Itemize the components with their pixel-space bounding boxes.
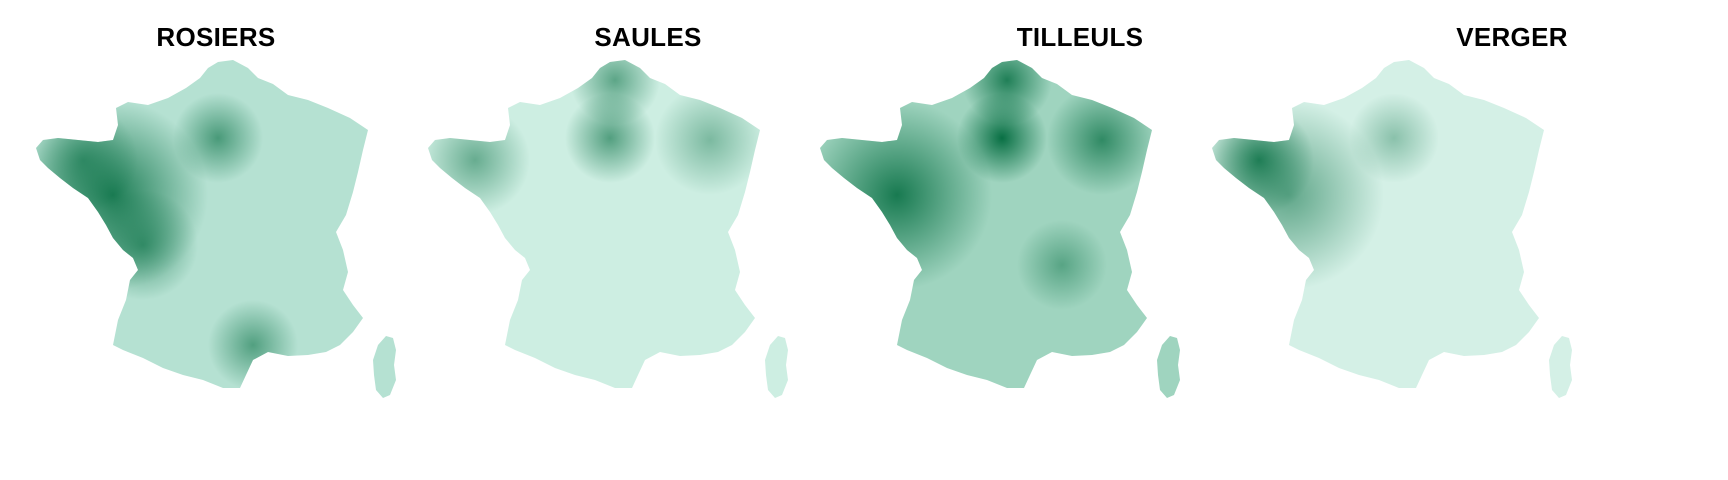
- density-hotspot-northeast: [1047, 85, 1157, 195]
- map-title: TILLEULS: [1016, 22, 1144, 52]
- map-title: SAULES: [594, 22, 702, 52]
- density-hotspot-brittany: [36, 105, 138, 215]
- density-hotspot-paris: [173, 93, 263, 183]
- map-panel: TILLEULS: [820, 0, 1296, 480]
- density-hotspot-paris: [1349, 93, 1439, 183]
- map-panel: VERGER: [1212, 0, 1728, 480]
- density-hotspot-north: [570, 60, 660, 125]
- map-title: VERGER: [1456, 22, 1568, 52]
- density-hotspot-north: [962, 60, 1052, 125]
- density-hotspot-south-coast: [208, 300, 298, 390]
- density-hotspot-northeast: [655, 85, 765, 195]
- density-hotspot-lyon: [1017, 220, 1107, 310]
- france-map: [1212, 60, 1572, 398]
- map-title: ROSIERS: [156, 22, 276, 52]
- france-map: [428, 60, 788, 398]
- france-map: [36, 60, 396, 398]
- map-panel: ROSIERS: [0, 0, 432, 480]
- map-panel: SAULES: [428, 0, 864, 480]
- density-hotspot-brittany: [428, 105, 530, 215]
- france-map: [820, 60, 1180, 398]
